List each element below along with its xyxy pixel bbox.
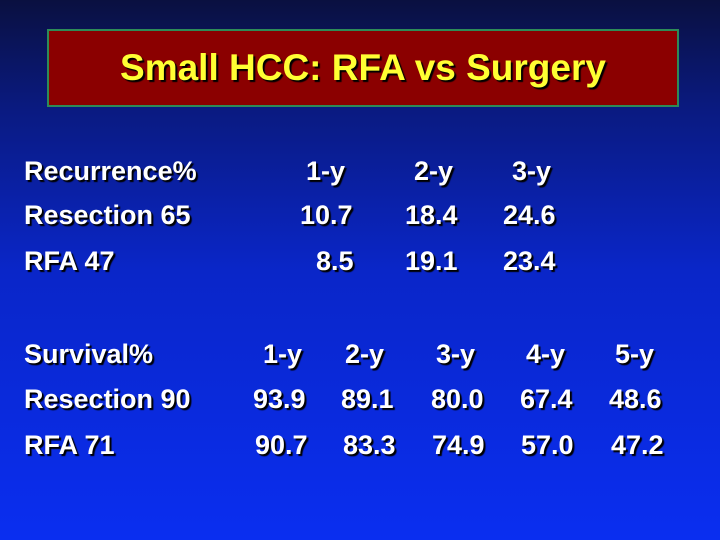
recurrence-header-3y: 3-y xyxy=(512,156,552,186)
survival-row-resection-2y: 89.1 xyxy=(341,384,394,414)
recurrence-header-1y: 1-y xyxy=(306,156,346,186)
survival-header-3y: 3-y xyxy=(436,339,476,369)
survival-row-rfa-3y: 74.9 xyxy=(432,430,485,460)
title-box: Small HCC: RFA vs Surgery xyxy=(47,29,679,107)
survival-row-resection-label: Resection 90 xyxy=(24,384,191,414)
survival-header-4y: 4-y xyxy=(526,339,566,369)
recurrence-row-resection-label: Resection 65 xyxy=(24,200,191,230)
survival-row-resection-5y: 48.6 xyxy=(609,384,662,414)
survival-header-2y: 2-y xyxy=(345,339,385,369)
survival-header-label: Survival% xyxy=(24,339,154,369)
survival-header-5y: 5-y xyxy=(615,339,655,369)
survival-row-resection-4y: 67.4 xyxy=(520,384,573,414)
survival-row-rfa-5y: 47.2 xyxy=(611,430,664,460)
recurrence-row-rfa-2y: 19.1 xyxy=(405,246,458,276)
recurrence-header-2y: 2-y xyxy=(414,156,454,186)
survival-row-rfa-4y: 57.0 xyxy=(521,430,574,460)
recurrence-row-rfa-1y: 8.5 xyxy=(316,246,354,276)
recurrence-row-resection-3y: 24.6 xyxy=(503,200,556,230)
survival-row-rfa-label: RFA 71 xyxy=(24,430,115,460)
recurrence-row-rfa-label: RFA 47 xyxy=(24,246,115,276)
recurrence-header-label: Recurrence% xyxy=(24,156,197,186)
recurrence-row-rfa-3y: 23.4 xyxy=(503,246,556,276)
survival-row-resection-1y: 93.9 xyxy=(253,384,306,414)
survival-row-resection-3y: 80.0 xyxy=(431,384,484,414)
recurrence-row-resection-2y: 18.4 xyxy=(405,200,458,230)
recurrence-row-resection-1y: 10.7 xyxy=(300,200,353,230)
survival-row-rfa-1y: 90.7 xyxy=(255,430,308,460)
survival-header-1y: 1-y xyxy=(263,339,303,369)
survival-row-rfa-2y: 83.3 xyxy=(343,430,396,460)
slide-title: Small HCC: RFA vs Surgery xyxy=(120,47,606,88)
